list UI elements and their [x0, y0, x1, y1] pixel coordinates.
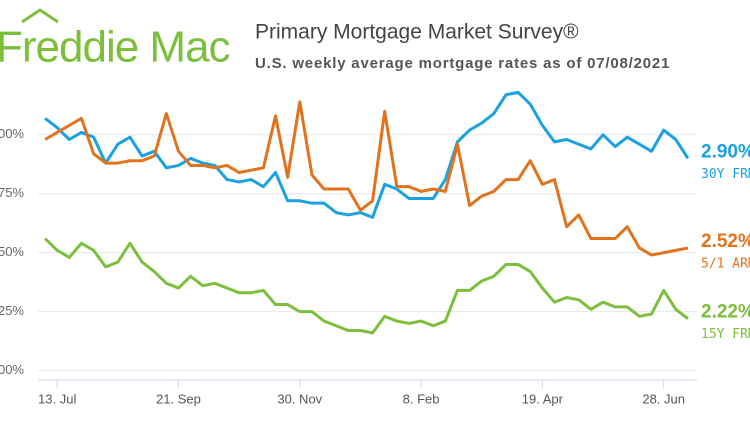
- chart-title: Primary Mortgage Market Survey®: [255, 21, 579, 44]
- end-value-label: 2.22%: [701, 302, 750, 323]
- logo: Freddie Mac: [0, 23, 230, 72]
- series-name: 15Y FRM: [701, 327, 750, 342]
- y-tick-label: 2.25%: [0, 303, 24, 318]
- series-line: [44, 100, 689, 257]
- y-tick-label: 2.50%: [0, 244, 24, 259]
- chart-subtitle: U.S. weekly average mortgage rates as of…: [255, 55, 670, 72]
- end-value-label: 2.90%: [701, 141, 750, 162]
- x-tick-label: 28. Jun: [642, 391, 685, 406]
- x-tick-label: 8. Feb: [403, 391, 440, 406]
- series-name: 30Y FRM: [701, 167, 750, 182]
- y-tick-label: 2.75%: [0, 185, 24, 200]
- series-name: 5/1 ARM: [701, 256, 750, 271]
- x-tick-label: 13. Jul: [38, 391, 76, 406]
- series-line: [44, 237, 689, 335]
- y-tick-label: 3.00%: [0, 126, 24, 141]
- series-line: [44, 90, 690, 219]
- y-tick-label: 2.00%: [0, 362, 24, 377]
- x-tick-label: 21. Sep: [156, 391, 201, 406]
- logo-roof: [21, 8, 59, 24]
- end-value-label: 2.52%: [701, 231, 750, 252]
- x-tick-label: 30. Nov: [277, 391, 322, 406]
- x-tick-label: 19. Apr: [522, 391, 564, 406]
